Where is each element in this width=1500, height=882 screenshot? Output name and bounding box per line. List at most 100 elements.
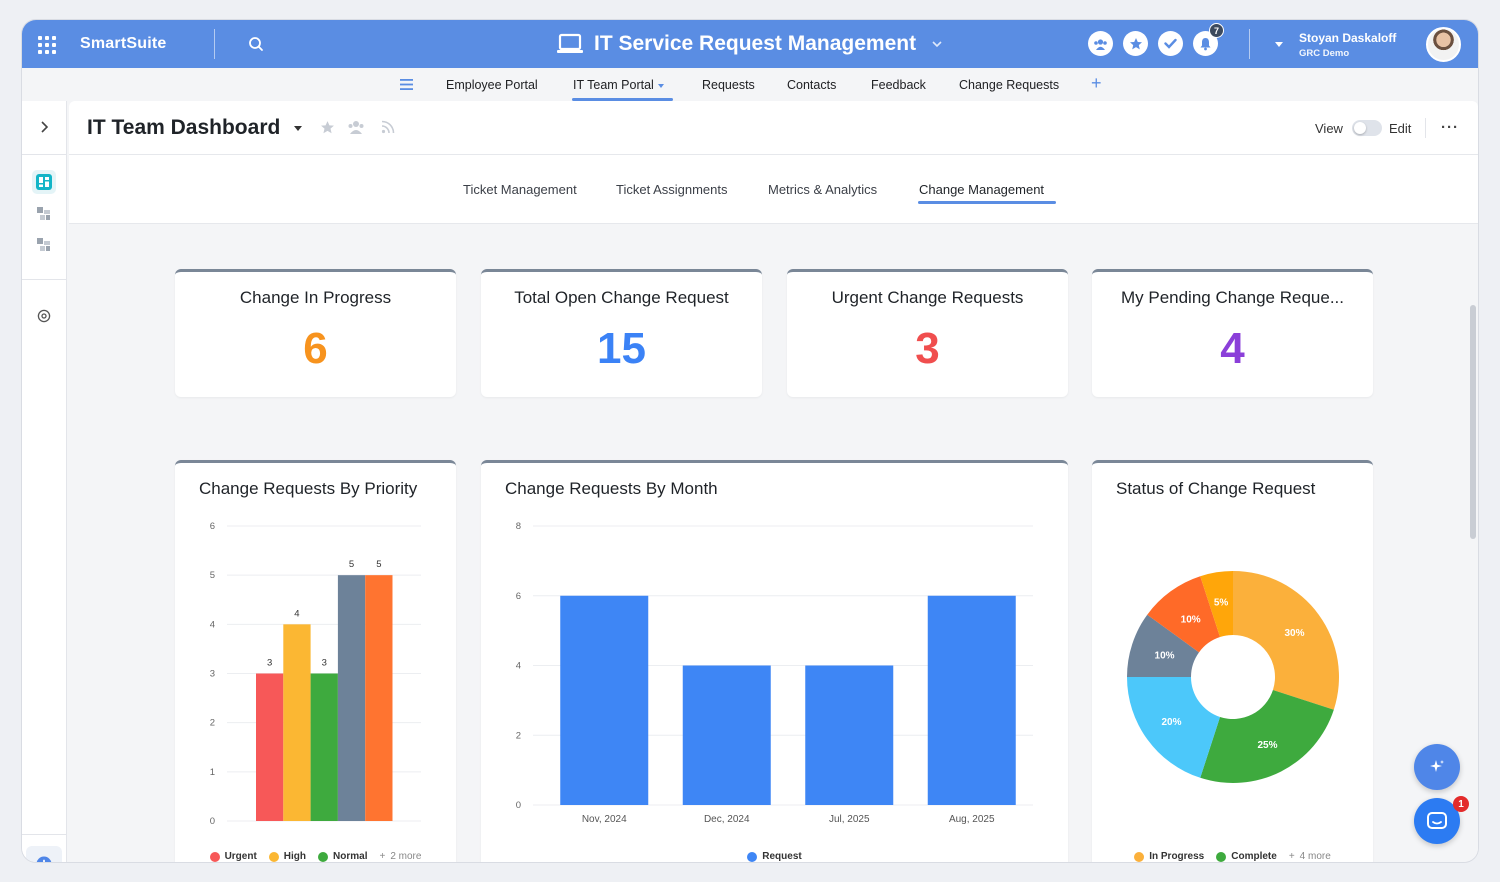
divider bbox=[22, 834, 67, 835]
top-icons: 7 bbox=[1088, 23, 1224, 56]
status-donut-chart: 30% 25% 20% 10% 10% 5% bbox=[1127, 571, 1339, 783]
add-button[interactable] bbox=[26, 846, 62, 862]
divider bbox=[1249, 29, 1250, 59]
donut-slice bbox=[1233, 571, 1339, 710]
legend-dot bbox=[1134, 851, 1145, 862]
more-options-icon[interactable]: ··· bbox=[1441, 119, 1459, 136]
chevron-down-icon[interactable] bbox=[294, 126, 302, 131]
y-tick-label: 6 bbox=[516, 591, 521, 602]
kpi-title: Total Open Change Request bbox=[514, 288, 729, 307]
members-icon[interactable] bbox=[1088, 31, 1113, 56]
user-menu-caret-icon[interactable] bbox=[1275, 42, 1283, 47]
avatar[interactable] bbox=[1426, 27, 1461, 62]
legend-item-urgent[interactable]: Urgent bbox=[209, 851, 257, 862]
legend-dot bbox=[268, 851, 279, 862]
nav-requests[interactable]: Requests bbox=[702, 78, 755, 92]
dashboard-page-icon[interactable] bbox=[32, 233, 56, 257]
chart-title: Status of Change Request bbox=[1116, 479, 1316, 498]
legend-label: Complete bbox=[1231, 851, 1277, 862]
legend-more[interactable]: +4 more bbox=[1289, 851, 1331, 862]
apps-grid-icon[interactable] bbox=[38, 36, 56, 54]
kpi-value: 3 bbox=[915, 324, 940, 373]
legend-label: In Progress bbox=[1149, 851, 1205, 862]
chat-icon bbox=[1427, 812, 1447, 829]
scrollbar[interactable] bbox=[1470, 305, 1476, 539]
legend-dot bbox=[747, 851, 758, 862]
app-title-dropdown[interactable]: IT Service Request Management bbox=[556, 30, 942, 58]
page-title: IT Team Dashboard bbox=[87, 116, 281, 139]
donut-slice bbox=[1200, 571, 1233, 638]
nav-it-team-portal[interactable]: IT Team Portal bbox=[573, 78, 664, 92]
bar bbox=[337, 575, 366, 821]
legend-dot bbox=[1216, 851, 1227, 862]
legend-item-in-progress[interactable]: In Progress bbox=[1134, 851, 1204, 862]
nav-contacts[interactable]: Contacts bbox=[787, 78, 837, 92]
tab-metrics-analytics[interactable]: Metrics & Analytics bbox=[768, 182, 878, 197]
search-icon[interactable] bbox=[248, 36, 264, 52]
plus-icon: + bbox=[379, 851, 386, 862]
donut-slice bbox=[1200, 689, 1334, 783]
hamburger-menu-icon[interactable] bbox=[400, 79, 413, 90]
favorites-star-icon[interactable] bbox=[1123, 31, 1148, 56]
y-tick-label: 1 bbox=[210, 767, 215, 778]
y-tick-label: 8 bbox=[516, 521, 521, 532]
chevron-down-icon bbox=[657, 83, 664, 88]
nav-feedback[interactable]: Feedback bbox=[871, 78, 926, 92]
help-circle-icon[interactable] bbox=[32, 304, 56, 328]
bar bbox=[310, 673, 338, 821]
y-tick-label: 5 bbox=[210, 570, 215, 581]
tab-ticket-assignments[interactable]: Ticket Assignments bbox=[616, 182, 728, 197]
bar-value-label: 5 bbox=[349, 559, 354, 570]
nav-employee-portal[interactable]: Employee Portal bbox=[446, 78, 538, 92]
tab-ticket-management[interactable]: Ticket Management bbox=[463, 182, 577, 197]
legend-dot bbox=[209, 851, 220, 862]
tab-change-management[interactable]: Change Management bbox=[919, 182, 1045, 197]
active-tab-indicator bbox=[918, 201, 1056, 204]
donut-slice bbox=[1127, 677, 1221, 778]
kpi-value: 4 bbox=[1220, 324, 1245, 373]
legend-item-normal[interactable]: Normal bbox=[318, 851, 367, 862]
rss-feed-icon[interactable] bbox=[381, 120, 395, 134]
y-tick-label: 4 bbox=[210, 619, 215, 630]
edit-mode-label: Edit bbox=[1389, 121, 1412, 136]
x-tick-label: Jul, 2025 bbox=[829, 814, 870, 825]
y-tick-label: 2 bbox=[210, 718, 215, 729]
legend-item-request[interactable]: Request bbox=[747, 851, 802, 862]
add-page-plus-icon[interactable]: + bbox=[1091, 73, 1102, 93]
bar-value-label: 5 bbox=[376, 559, 381, 570]
notifications-bell-icon[interactable]: 7 bbox=[1193, 23, 1224, 56]
bar bbox=[560, 595, 649, 805]
divider bbox=[214, 29, 215, 59]
star-icon[interactable] bbox=[320, 120, 335, 135]
bar bbox=[256, 673, 284, 821]
bar bbox=[805, 665, 894, 805]
x-tick-label: Dec, 2024 bbox=[704, 814, 750, 825]
chart-card-by-priority: Change Requests By Priority 0 1 2 3 4 5 6 3 4 3 5 5… bbox=[175, 460, 456, 862]
expand-sidebar-chevron-icon[interactable] bbox=[32, 115, 56, 139]
x-tick-label: Aug, 2025 bbox=[949, 814, 995, 825]
tasks-check-icon[interactable] bbox=[1158, 31, 1183, 56]
legend-more[interactable]: +2 more bbox=[379, 851, 421, 862]
user-name[interactable]: Stoyan Daskaloff bbox=[1299, 31, 1397, 45]
slice-label: 20% bbox=[1162, 717, 1182, 728]
top-bar: SmartSuite IT Service Request Management bbox=[22, 20, 1478, 68]
bar bbox=[682, 665, 771, 805]
brand-logo[interactable]: SmartSuite bbox=[80, 35, 167, 52]
ai-assistant-button[interactable] bbox=[1414, 744, 1460, 790]
chart-title: Change Requests By Priority bbox=[199, 479, 418, 498]
members-icon[interactable] bbox=[347, 120, 365, 134]
dashboard-icon[interactable] bbox=[32, 170, 56, 194]
chart-title: Change Requests By Month bbox=[505, 479, 718, 498]
legend-item-complete[interactable]: Complete bbox=[1216, 851, 1277, 862]
chat-support-button[interactable] bbox=[1414, 798, 1460, 844]
dashboard-page-icon[interactable] bbox=[32, 202, 56, 226]
nav-change-requests[interactable]: Change Requests bbox=[959, 78, 1060, 92]
view-edit-toggle[interactable] bbox=[1352, 120, 1382, 136]
slice-label: 10% bbox=[1181, 614, 1201, 625]
app-window: SmartSuite IT Service Request Management bbox=[22, 20, 1478, 862]
legend-dot bbox=[318, 851, 329, 862]
bar bbox=[365, 575, 393, 821]
legend-item-high[interactable]: High bbox=[268, 851, 306, 862]
kpi-title: My Pending Change Reque... bbox=[1120, 288, 1345, 307]
dashboard-header: IT Team Dashboard View Edit ··· bbox=[69, 101, 1478, 155]
